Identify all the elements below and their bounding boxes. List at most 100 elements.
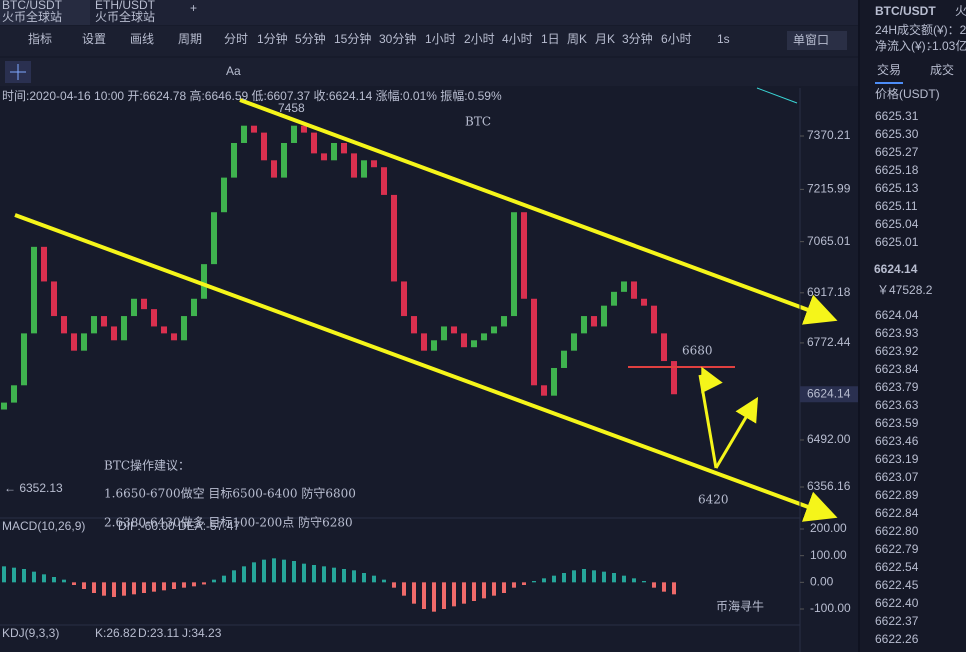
period-button[interactable]: 1日 [541, 32, 560, 46]
candle [301, 125, 307, 133]
candle [671, 361, 677, 395]
period-button[interactable]: 1小时 [425, 32, 456, 46]
candle [291, 125, 297, 143]
macd-bar [172, 582, 176, 589]
period-button[interactable]: 2小时 [464, 32, 495, 46]
macd-bar [602, 571, 606, 583]
trend-line [239, 98, 838, 325]
active-tab[interactable] [0, 0, 90, 25]
candle [601, 305, 607, 327]
candle [251, 125, 257, 133]
kdj-j: J:34.23 [182, 626, 222, 640]
tool-button[interactable]: 设置 [82, 32, 106, 46]
candle [501, 316, 507, 327]
tab-bar [0, 0, 860, 25]
macd-bar [162, 582, 166, 591]
macd-bar [382, 579, 386, 583]
macd-tick: 200.00 [810, 521, 847, 535]
candle [281, 142, 287, 178]
candle [361, 160, 367, 178]
candle [631, 281, 637, 299]
bid-price: 6622.45 [875, 578, 919, 592]
font-tool[interactable]: Aa [226, 64, 241, 78]
candle [561, 350, 567, 368]
period-button[interactable]: 4小时 [502, 32, 533, 46]
candle [541, 385, 547, 396]
candle [621, 281, 627, 292]
macd-bar [532, 581, 536, 583]
bid-price: 6623.63 [875, 398, 919, 412]
macd-bar [72, 582, 76, 585]
speed[interactable]: 1s [717, 32, 730, 46]
side-tab[interactable]: 成交 [930, 62, 954, 77]
period-button[interactable]: 6小时 [661, 32, 692, 46]
period-button[interactable]: 15分钟 [334, 31, 371, 46]
macd-bar [552, 575, 556, 583]
ask-price: 6625.04 [875, 217, 919, 231]
window-button[interactable] [787, 31, 847, 50]
macd-bar [612, 573, 616, 583]
candle [471, 340, 477, 348]
candle [201, 264, 207, 299]
candle [481, 333, 487, 341]
level-note: 6680 [682, 344, 713, 358]
candle [171, 333, 177, 341]
candle [351, 153, 357, 178]
macd-bar [662, 582, 666, 592]
kdj-label: KDJ(9,3,3) [2, 626, 59, 640]
candle [401, 281, 407, 317]
bid-price: 6622.37 [875, 614, 919, 628]
macd-tick: 0.00 [810, 575, 834, 589]
price-tick: 6356.16 [807, 479, 851, 493]
period-button[interactable]: 3分钟 [622, 31, 653, 46]
macd-bar [2, 566, 6, 583]
add-tab[interactable]: + [190, 1, 197, 15]
macd-label: MACD(10,26,9) [2, 519, 85, 533]
bid-price: 6623.93 [875, 326, 919, 340]
macd-bar [12, 567, 16, 583]
macd-bar [632, 578, 636, 583]
period-button[interactable]: 30分钟 [379, 31, 416, 46]
period-button[interactable]: 周K [567, 32, 587, 46]
candle [611, 291, 617, 306]
period-button[interactable]: 分时 [224, 32, 248, 46]
macd-bar [282, 559, 286, 583]
candle [61, 316, 67, 334]
macd-bar [472, 582, 476, 601]
macd-bar [582, 569, 586, 583]
macd-bar [672, 582, 676, 595]
macd-tick: -100.00 [810, 601, 851, 615]
macd-bar [92, 582, 96, 593]
inflow: -1.03亿 [928, 38, 966, 53]
macd-bar [192, 582, 196, 587]
advice: 2.6380-6430做多 目标100-200点 防守6280 [104, 515, 353, 530]
side-tab[interactable]: 交易 [877, 62, 901, 77]
macd-bar [262, 559, 266, 583]
tab-pair[interactable]: BTC/USDT [2, 0, 63, 12]
macd-bar [452, 582, 456, 607]
macd-bar [82, 582, 86, 589]
candle [191, 298, 197, 317]
macd-bar [32, 571, 36, 583]
period-button[interactable]: 1分钟 [257, 31, 288, 46]
candle [641, 298, 647, 306]
candle [1, 402, 7, 410]
candle [341, 142, 347, 154]
period-button[interactable]: 5分钟 [295, 31, 326, 46]
macd-bar [242, 566, 246, 583]
candle [441, 326, 447, 341]
low-label: ← 6352.13 [4, 481, 63, 495]
period-menu[interactable]: 周期 [178, 32, 202, 46]
macd-bar [42, 574, 46, 583]
kdj-d: D:23.11 [138, 626, 179, 640]
toolbar [0, 26, 860, 56]
candle [391, 194, 397, 282]
tool-button[interactable]: 画线 [130, 32, 154, 46]
period-button[interactable]: 月K [595, 32, 615, 46]
high-label: 7458 [278, 101, 305, 115]
tab-pair[interactable]: ETH/USDT [95, 0, 156, 12]
tool-button[interactable]: 指标 [28, 31, 52, 46]
candle [101, 316, 107, 327]
bid-price: 6623.46 [875, 434, 919, 448]
window-label: 单窗口 [793, 33, 829, 47]
